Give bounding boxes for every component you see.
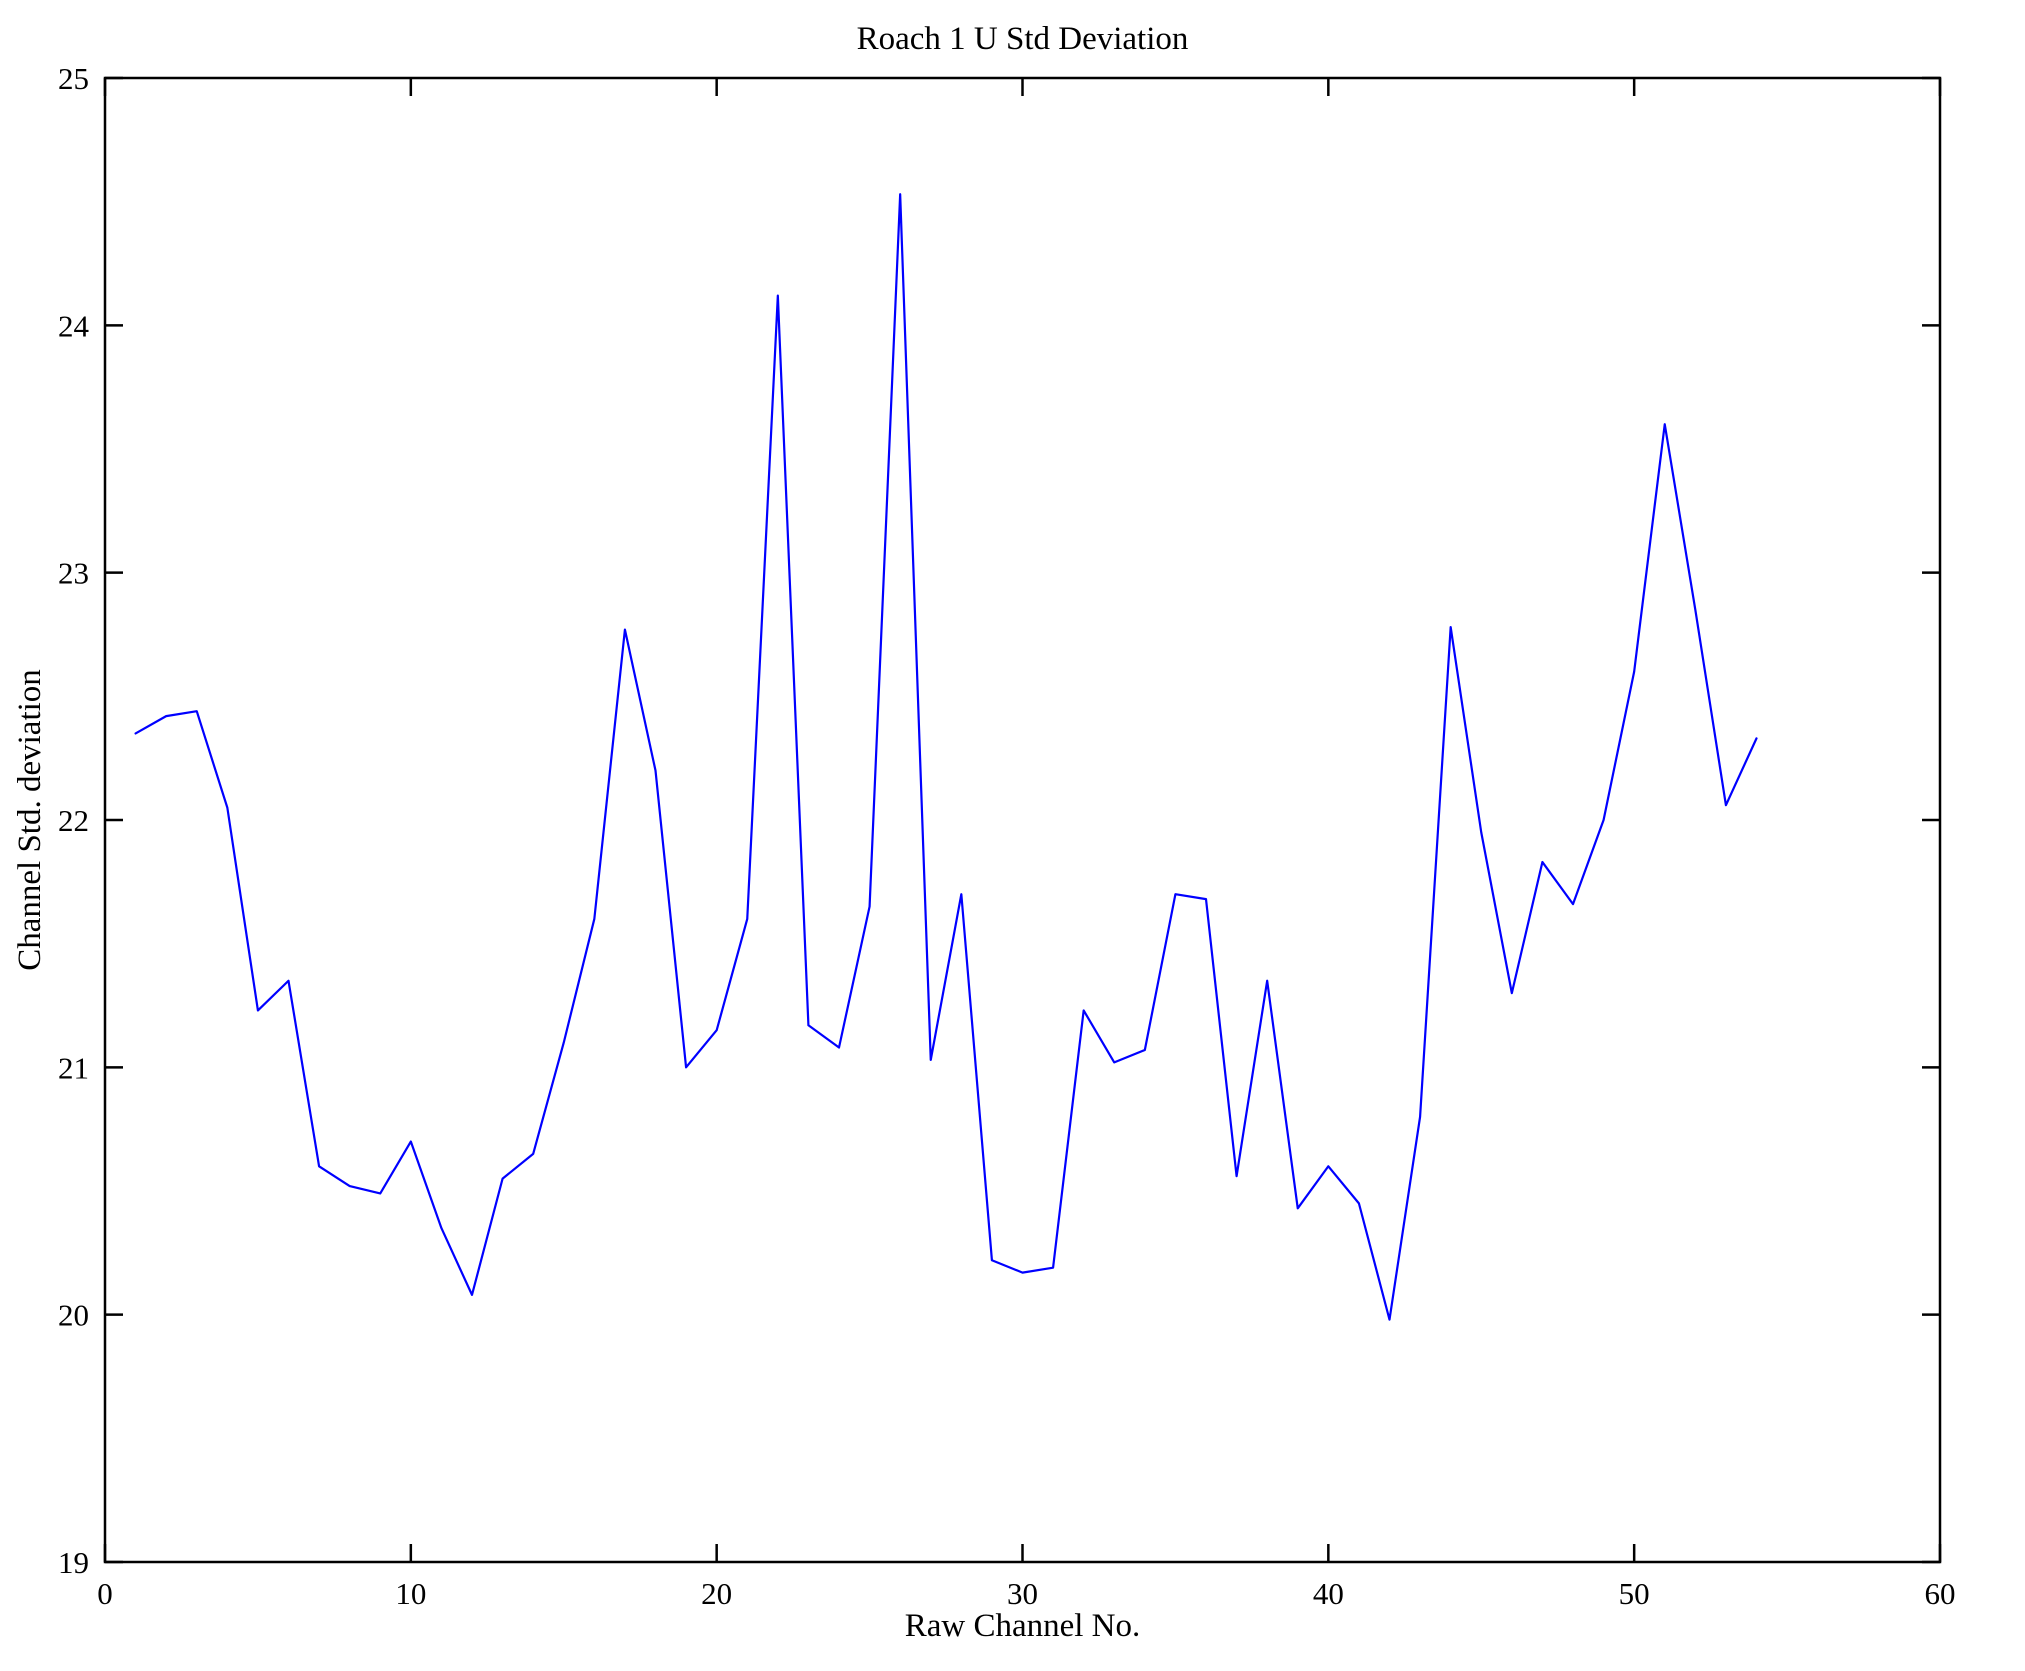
data-line: [134, 193, 1758, 1321]
axes-frame: [103, 76, 1942, 1564]
x-tick-label: 10: [395, 1576, 426, 1611]
x-tick-label: 40: [1313, 1576, 1344, 1611]
x-axis-label: Raw Channel No.: [904, 1608, 1141, 1644]
x-tick-label: 20: [701, 1576, 732, 1611]
y-tick-label: 25: [58, 61, 89, 96]
y-tick-label: 19: [58, 1545, 89, 1580]
y-tick-label: 20: [58, 1298, 89, 1333]
y-tick-label: 24: [58, 308, 90, 343]
x-tick-label: 30: [1007, 1576, 1038, 1611]
x-tick-label: 0: [97, 1576, 113, 1611]
chart-title: Roach 1 U Std Deviation: [856, 21, 1189, 57]
y-tick-label: 22: [58, 803, 89, 838]
y-tick-label: 23: [58, 556, 89, 591]
x-tick-label: 50: [1619, 1576, 1650, 1611]
y-axis-label: Channel Std. deviation: [12, 669, 48, 971]
x-tick-label: 60: [1925, 1576, 1956, 1611]
y-tick-label: 21: [58, 1050, 89, 1085]
